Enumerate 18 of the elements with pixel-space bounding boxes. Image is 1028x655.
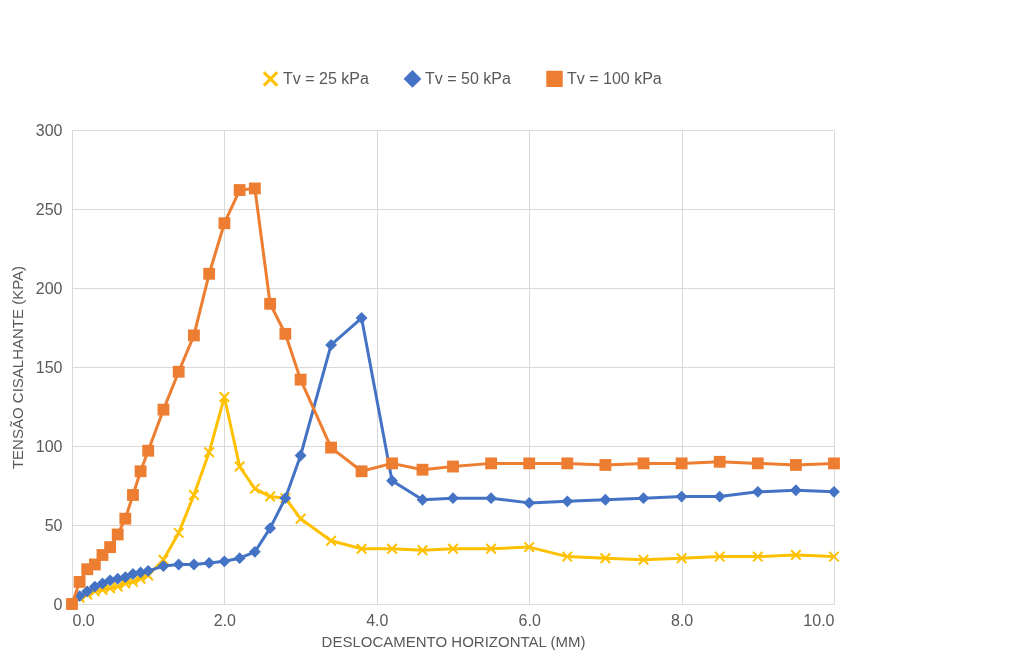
y-axis-title: TENSÃO CISALHANTE (KPA) [8,265,26,470]
y-tick-label: 50 [44,516,63,534]
legend-label: Tv = 100 kPa [567,69,662,87]
legend-label: Tv = 50 kPa [425,69,511,87]
y-tick-label: 200 [35,279,63,297]
x-tick-label: 6.0 [518,611,541,629]
y-tick-label: 250 [35,200,63,218]
x-tick-label: 2.0 [213,611,237,629]
x-axis-title: DESLOCAMENTO HORIZONTAL (MM) [321,632,586,650]
y-tick-label: 100 [35,437,63,455]
x-tick-label: 10.0 [803,611,835,629]
x-tick-label: 8.0 [670,611,694,629]
x-tick-label: 0.0 [72,611,95,629]
y-tick-label: 0 [53,595,63,613]
legend-label: Tv = 25 kPa [283,69,369,87]
x-tick-label: 4.0 [366,611,389,629]
y-tick-label: 300 [35,121,63,139]
y-tick-label: 150 [35,358,63,376]
